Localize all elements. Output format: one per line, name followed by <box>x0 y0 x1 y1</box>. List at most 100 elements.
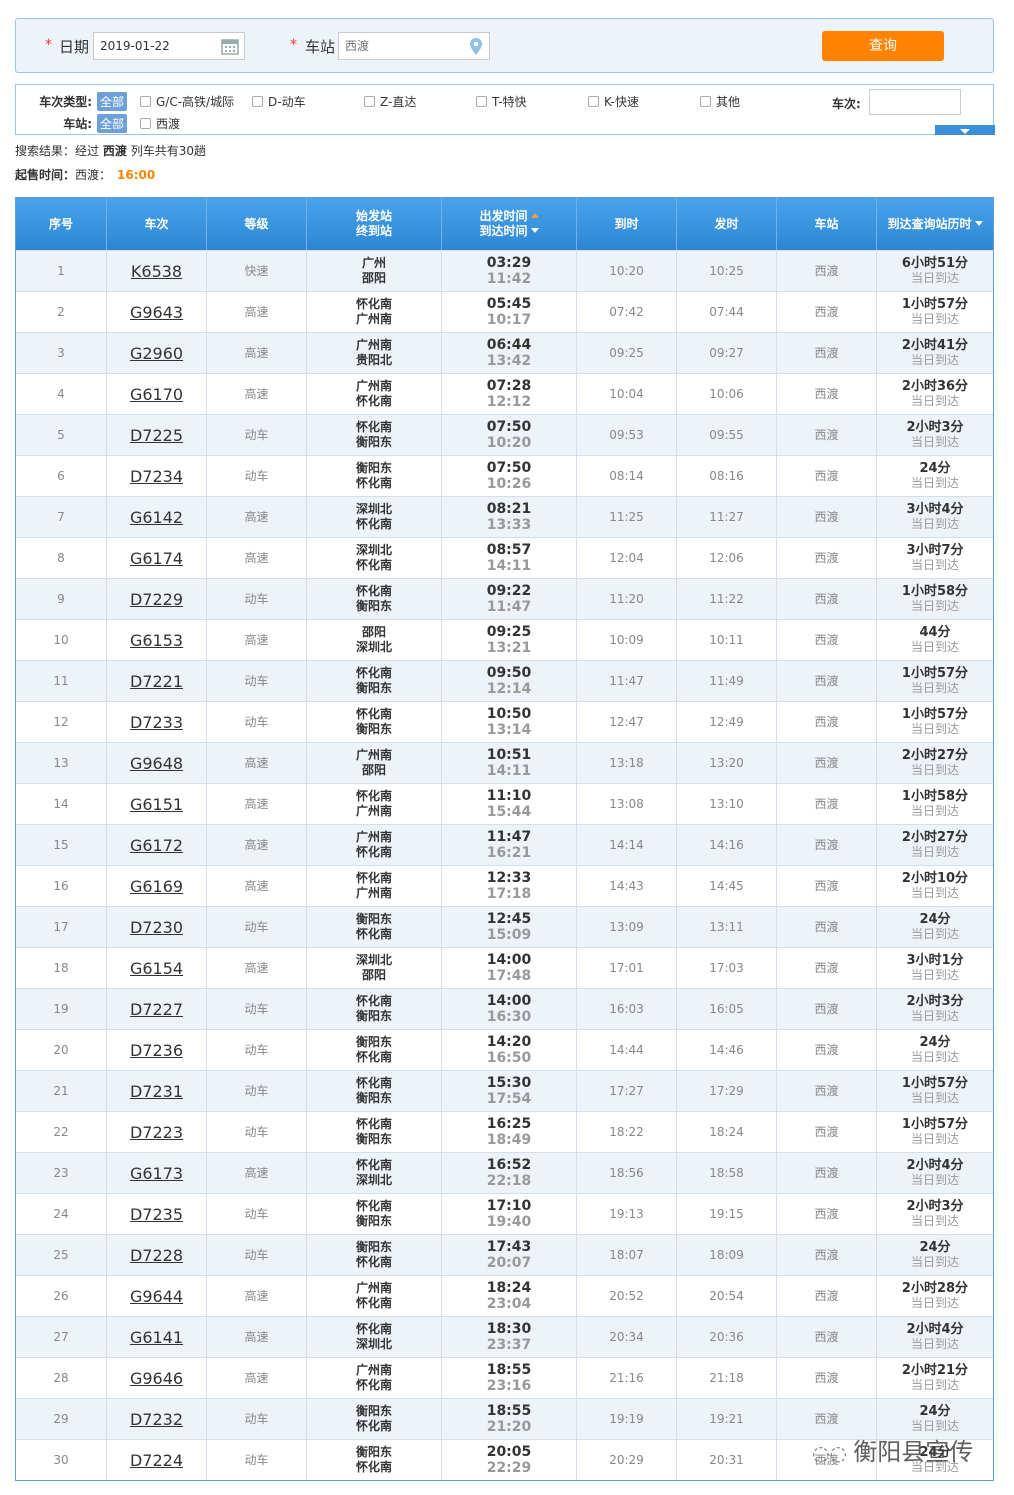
train-number[interactable]: D7223 <box>129 1122 184 1142</box>
arrival-note: 当日到达 <box>910 353 959 367</box>
station-input[interactable]: 西渡 <box>338 32 490 60</box>
train-number[interactable]: G9648 <box>129 753 184 773</box>
train-number[interactable]: D7234 <box>129 466 184 486</box>
departure-time: 15:30 <box>486 1075 532 1091</box>
checkbox[interactable] <box>140 118 151 129</box>
table-cell: 07:28 12:12 <box>442 374 577 414</box>
header-cell[interactable]: 出发时间 到达时间 <box>442 198 577 250</box>
type-option[interactable]: Z-直达 <box>364 93 416 110</box>
train-number[interactable]: D7230 <box>129 917 184 937</box>
train-number[interactable]: G6141 <box>129 1327 184 1347</box>
train-number[interactable]: G6172 <box>129 835 184 855</box>
station: 西渡 <box>814 632 839 647</box>
table-cell: 18:24 <box>677 1112 777 1152</box>
table-cell: 动车 <box>207 456 307 496</box>
train-number[interactable]: G6174 <box>129 548 184 568</box>
table-cell: 2 <box>16 292 107 332</box>
depart-from-station: 07:44 <box>709 304 744 319</box>
checkbox[interactable] <box>140 96 151 107</box>
train-number[interactable]: G9644 <box>129 1286 184 1306</box>
table-cell: D7223 <box>107 1112 207 1152</box>
table-cell: 18:22 <box>577 1112 677 1152</box>
checkbox[interactable] <box>700 96 711 107</box>
train-number[interactable]: D7235 <box>129 1204 184 1224</box>
departure-time: 05:45 <box>486 296 532 312</box>
table-cell: 15 <box>16 825 107 865</box>
type-option[interactable]: T-特快 <box>476 93 527 110</box>
checkbox[interactable] <box>252 96 263 107</box>
train-number[interactable]: G9643 <box>129 302 184 322</box>
station: 西渡 <box>814 1124 839 1139</box>
train-number[interactable]: G6170 <box>129 384 184 404</box>
type-all[interactable]: 全部 <box>97 92 128 111</box>
table-cell: 8 <box>16 538 107 578</box>
station: 西渡 <box>814 796 839 811</box>
table-cell: 1 <box>16 251 107 291</box>
train-number[interactable]: D7227 <box>129 999 184 1019</box>
duration: 3小时1分 <box>906 953 964 968</box>
checkbox[interactable] <box>476 96 487 107</box>
departure-time: 12:45 <box>486 911 532 927</box>
train-number[interactable]: D7236 <box>129 1040 184 1060</box>
type-option[interactable]: D-动车 <box>252 93 306 110</box>
train-number[interactable]: D7221 <box>129 671 184 691</box>
train-number[interactable]: G6169 <box>129 876 184 896</box>
train-number[interactable]: G6153 <box>129 630 184 650</box>
depart-from-station: 08:16 <box>709 468 744 483</box>
row-number: 1 <box>57 263 65 278</box>
train-input[interactable] <box>869 89 961 115</box>
train-number[interactable]: K6538 <box>130 261 183 281</box>
checkbox[interactable] <box>364 96 375 107</box>
train-grade: 高速 <box>244 304 269 319</box>
train-number[interactable]: D7232 <box>129 1409 184 1429</box>
header-cell[interactable]: 到达查询站历时 <box>877 198 993 250</box>
row-number: 13 <box>53 755 69 770</box>
depart-from-station: 09:55 <box>709 427 744 442</box>
required-mark: * <box>45 37 52 53</box>
table-cell: 25 <box>16 1235 107 1275</box>
query-button[interactable]: 查询 <box>822 31 944 61</box>
table-cell: 快速 <box>207 251 307 291</box>
table-cell: 10:51 14:11 <box>442 743 577 783</box>
type-option[interactable]: 其他 <box>700 93 740 110</box>
train-number[interactable]: G6151 <box>129 794 184 814</box>
train-number[interactable]: D7233 <box>129 712 184 732</box>
table-row: 20 D7236 动车 衡阳东 怀化南 14:20 16:50 14:44 14:46 西渡 24分… <box>16 1029 993 1070</box>
date-input[interactable]: 2019-01-22 <box>93 32 245 60</box>
train-number[interactable]: G6142 <box>129 507 184 527</box>
train-number[interactable]: D7231 <box>129 1081 184 1101</box>
train-number[interactable]: D7224 <box>129 1450 184 1470</box>
station-all[interactable]: 全部 <box>97 114 128 133</box>
departure-time: 08:57 <box>486 542 532 558</box>
departure-time: 11:10 <box>486 788 532 804</box>
table-cell: 高速 <box>207 743 307 783</box>
train-number[interactable]: D7225 <box>129 425 184 445</box>
station-option[interactable]: 西渡 <box>140 115 180 132</box>
type-option[interactable]: K-快速 <box>588 93 639 110</box>
table-cell: 09:53 <box>577 415 677 455</box>
table-cell: 07:50 10:26 <box>442 456 577 496</box>
train-number[interactable]: D7228 <box>129 1245 184 1265</box>
type-option[interactable]: G/C-高铁/城际 <box>140 93 234 110</box>
train-number[interactable]: G6173 <box>129 1163 184 1183</box>
arrive-at-station: 17:27 <box>609 1083 644 1098</box>
expand-tab[interactable] <box>935 125 995 135</box>
duration: 24分 <box>919 461 951 476</box>
train-number[interactable]: G9646 <box>129 1368 184 1388</box>
table-cell: 11:27 <box>677 497 777 537</box>
train-number[interactable]: G2960 <box>129 343 184 363</box>
arrive-at-station: 07:42 <box>609 304 644 319</box>
origin-station: 怀化南 <box>355 1322 392 1336</box>
depart-from-station: 12:49 <box>709 714 744 729</box>
train-number[interactable]: D7229 <box>129 589 184 609</box>
arrive-at-station: 09:53 <box>609 427 644 442</box>
row-number: 30 <box>53 1452 69 1467</box>
terminal-station: 衡阳东 <box>355 1009 392 1023</box>
arrival-time: 17:18 <box>486 886 532 902</box>
row-number: 9 <box>57 591 65 606</box>
table-cell: 西渡 <box>777 1030 877 1070</box>
arrive-at-station: 10:20 <box>609 263 644 278</box>
checkbox[interactable] <box>588 96 599 107</box>
row-number: 24 <box>53 1206 69 1221</box>
train-number[interactable]: G6154 <box>129 958 184 978</box>
